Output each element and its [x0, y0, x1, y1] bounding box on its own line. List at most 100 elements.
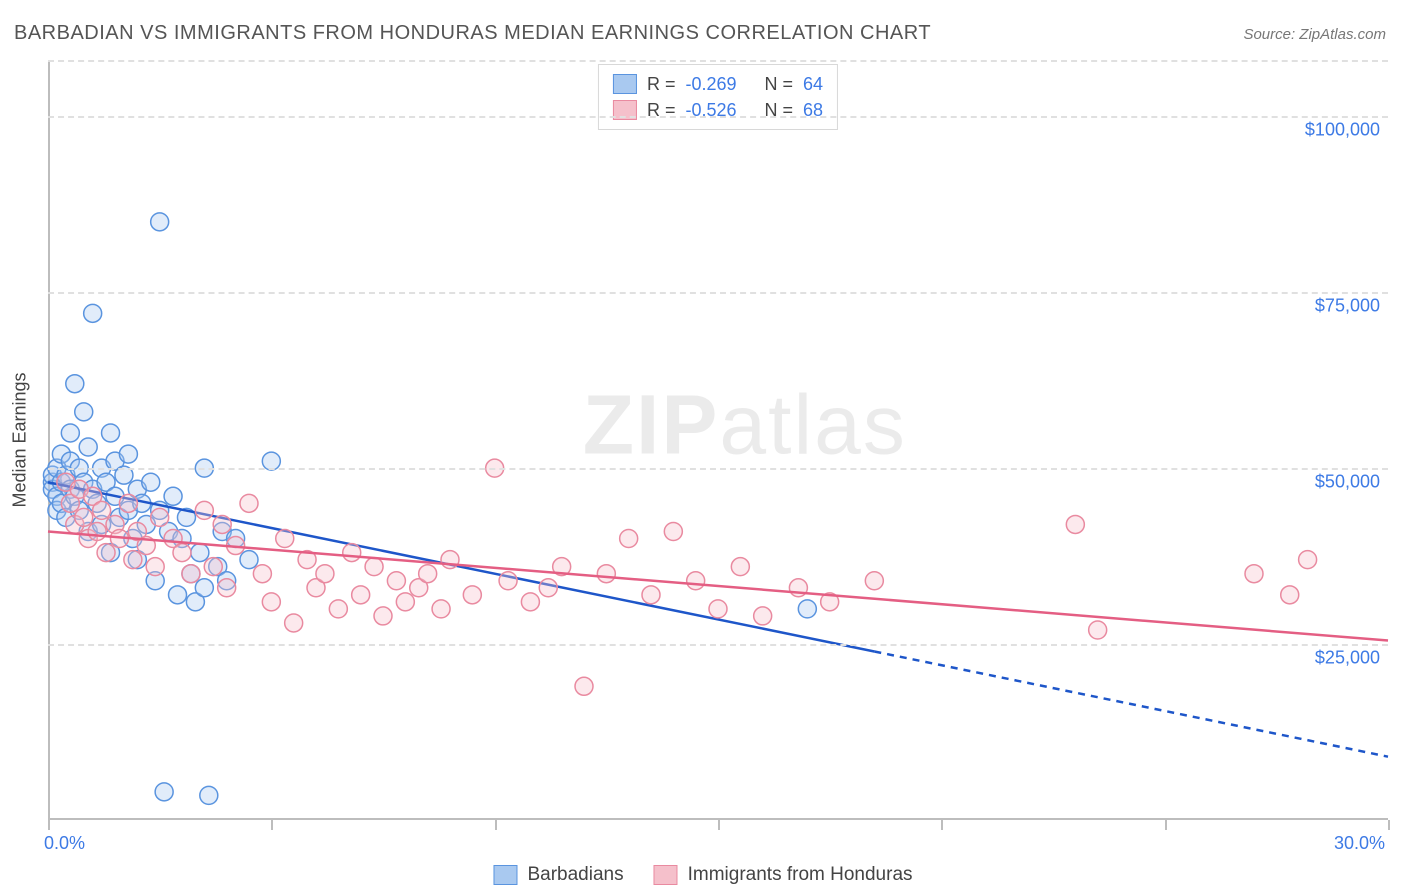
data-point	[1089, 621, 1107, 639]
data-point	[182, 565, 200, 583]
stat-r-label: R =	[647, 97, 676, 123]
legend-swatch-1	[654, 865, 678, 885]
data-point	[142, 473, 160, 491]
data-point	[213, 515, 231, 533]
data-point	[1281, 586, 1299, 604]
legend-item-1: Immigrants from Honduras	[654, 864, 913, 886]
gridline-h	[48, 116, 1388, 118]
data-point	[191, 544, 209, 562]
x-tick	[271, 820, 273, 830]
data-point	[365, 558, 383, 576]
x-tick	[1165, 820, 1167, 830]
data-point	[642, 586, 660, 604]
data-point	[93, 501, 111, 519]
data-point	[195, 501, 213, 519]
legend-bottom: Barbadians Immigrants from Honduras	[493, 864, 912, 886]
data-point	[240, 551, 258, 569]
x-tick-label: 30.0%	[1334, 833, 1385, 854]
data-point	[146, 558, 164, 576]
x-tick	[495, 820, 497, 830]
data-point	[620, 530, 638, 548]
data-point	[79, 438, 97, 456]
data-point	[119, 494, 137, 512]
legend-label-1: Immigrants from Honduras	[688, 864, 913, 886]
data-point	[352, 586, 370, 604]
data-point	[200, 786, 218, 804]
chart-title: BARBADIAN VS IMMIGRANTS FROM HONDURAS ME…	[14, 22, 931, 45]
data-point	[218, 579, 236, 597]
data-point	[75, 403, 93, 421]
trend-line-dashed	[874, 651, 1388, 756]
data-point	[754, 607, 772, 625]
data-point	[664, 522, 682, 540]
stat-r-label: R =	[647, 71, 676, 97]
y-tick-label: $25,000	[1315, 648, 1380, 669]
x-tick	[718, 820, 720, 830]
legend-item-0: Barbadians	[493, 864, 623, 886]
data-point	[419, 565, 437, 583]
y-tick-label: $100,000	[1305, 120, 1380, 141]
data-point	[240, 494, 258, 512]
swatch-series-0	[613, 74, 637, 94]
data-point	[597, 565, 615, 583]
trend-line	[48, 482, 874, 651]
data-point	[151, 508, 169, 526]
plot-svg	[48, 60, 1388, 820]
data-point	[169, 586, 187, 604]
data-point	[66, 375, 84, 393]
data-point	[432, 600, 450, 618]
data-point	[75, 508, 93, 526]
chart-area: ZIPatlas R = -0.269 N = 64 R = -0.526 N …	[48, 60, 1388, 820]
data-point	[84, 304, 102, 322]
data-point	[151, 213, 169, 231]
data-point	[61, 424, 79, 442]
data-point	[285, 614, 303, 632]
y-tick-label: $75,000	[1315, 296, 1380, 317]
stat-n-1: 68	[803, 97, 823, 123]
gridline-h	[48, 644, 1388, 646]
data-point	[575, 677, 593, 695]
data-point	[204, 558, 222, 576]
data-point	[687, 572, 705, 590]
data-point	[97, 544, 115, 562]
data-point	[798, 600, 816, 618]
data-point	[102, 424, 120, 442]
data-point	[343, 544, 361, 562]
data-point	[155, 783, 173, 801]
stat-n-label: N =	[765, 97, 794, 123]
source-label: Source: ZipAtlas.com	[1243, 26, 1386, 43]
data-point	[499, 572, 517, 590]
legend-stats-row-0: R = -0.269 N = 64	[613, 71, 823, 97]
data-point	[396, 593, 414, 611]
y-axis-title: Median Earnings	[10, 372, 31, 507]
data-point	[119, 445, 137, 463]
gridline-h	[48, 468, 1388, 470]
data-point	[374, 607, 392, 625]
legend-stats-row-1: R = -0.526 N = 68	[613, 97, 823, 123]
data-point	[865, 572, 883, 590]
x-tick	[48, 820, 50, 830]
stat-r-0: -0.269	[685, 71, 736, 97]
data-point	[276, 530, 294, 548]
data-point	[164, 487, 182, 505]
stat-n-0: 64	[803, 71, 823, 97]
data-point	[124, 551, 142, 569]
x-tick-label: 0.0%	[44, 833, 85, 854]
x-tick	[941, 820, 943, 830]
data-point	[329, 600, 347, 618]
data-point	[195, 579, 213, 597]
data-point	[463, 586, 481, 604]
legend-swatch-0	[493, 865, 517, 885]
data-point	[253, 565, 271, 583]
legend-stats: R = -0.269 N = 64 R = -0.526 N = 68	[598, 64, 838, 130]
stat-n-label: N =	[765, 71, 794, 97]
data-point	[731, 558, 749, 576]
data-point	[521, 593, 539, 611]
data-point	[88, 522, 106, 540]
x-tick	[1388, 820, 1390, 830]
data-point	[539, 579, 557, 597]
data-point	[1299, 551, 1317, 569]
data-point	[709, 600, 727, 618]
legend-label-0: Barbadians	[527, 864, 623, 886]
stat-r-1: -0.526	[685, 97, 736, 123]
